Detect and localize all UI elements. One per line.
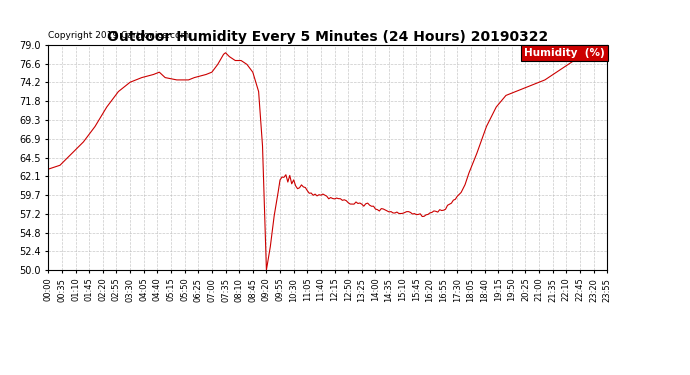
Text: Copyright 2019 Cartronics.com: Copyright 2019 Cartronics.com — [48, 32, 190, 40]
Title: Outdoor Humidity Every 5 Minutes (24 Hours) 20190322: Outdoor Humidity Every 5 Minutes (24 Hou… — [107, 30, 549, 44]
Text: Humidity  (%): Humidity (%) — [524, 48, 604, 58]
